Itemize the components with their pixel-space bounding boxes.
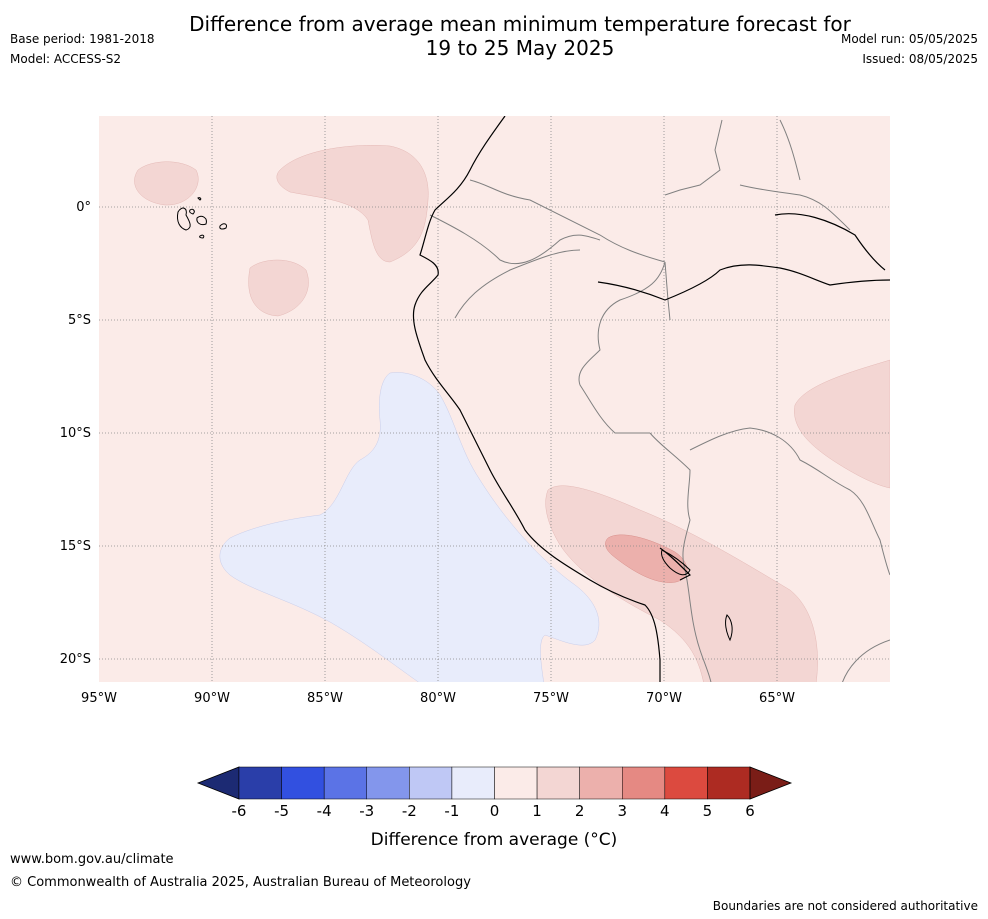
colorbar-tick-label: 0 (490, 802, 500, 820)
issued-date: Issued: 08/05/2025 (862, 52, 978, 66)
colorbar-bin (579, 766, 623, 800)
model-run: Model run: 05/05/2025 (840, 32, 978, 46)
colorbar-bin (451, 766, 495, 800)
colorbar-tick-label: 2 (575, 802, 585, 820)
colorbar-tick-label: -1 (444, 802, 459, 820)
colorbar-bin (622, 766, 666, 800)
colorbar-bin (281, 766, 325, 800)
meta-left: Base period: 1981-2018 Model: ACCESS-S2 (10, 31, 155, 71)
colorbar-tick-label: 1 (532, 802, 542, 820)
colorbar-bin (409, 766, 453, 800)
lat-label-0: 0° (76, 200, 91, 215)
lat-label-3: 15°S (60, 539, 91, 554)
colorbar-bin (238, 766, 282, 800)
footer-url: www.bom.gov.au/climate (10, 852, 174, 867)
meta-right: Model run: 05/05/2025 Issued: 08/05/2025 (841, 31, 978, 71)
footer-note: Boundaries are not considered authoritat… (712, 899, 978, 913)
country-borders (429, 119, 890, 682)
colorbar-bin (664, 766, 708, 800)
colorbar-tick-label: 5 (703, 802, 713, 820)
lon-label-4: 75°W (533, 691, 569, 706)
colorbar-tick-label: -2 (402, 802, 417, 820)
lon-label-6: 65°W (759, 691, 795, 706)
colorbar-bin (536, 766, 580, 800)
anomaly-region-galapagos (134, 161, 199, 206)
map-panel (99, 116, 890, 682)
graticule (99, 116, 890, 682)
colorbar-tick-label: 6 (745, 802, 755, 820)
anomaly-region-ocean-mid (248, 259, 309, 317)
colorbar-bin (707, 766, 751, 800)
lon-label-2: 85°W (307, 691, 343, 706)
anomaly-region-titicaca (605, 534, 688, 583)
colorbar-ticks: -6 -5 -4 -3 -2 -1 0 1 2 3 4 5 6 (232, 802, 755, 820)
anomaly-region-cool-ocean (219, 372, 600, 682)
lat-label-1: 5°S (68, 313, 91, 328)
lon-label-1: 90°W (194, 691, 230, 706)
colorbar: -6 -5 -4 -3 -2 -1 0 1 2 3 4 5 6 Difference from aver… (196, 766, 793, 850)
lake-titicaca (661, 549, 733, 642)
title-line-1: Difference from average mean minimum tem… (189, 12, 851, 36)
colorbar-bin (366, 766, 410, 800)
colorbar-tick-label: -6 (232, 802, 247, 820)
colorbar-bins (238, 766, 751, 800)
lat-label-4: 20°S (60, 652, 91, 667)
model-name: Model: ACCESS-S2 (10, 52, 122, 66)
colorbar-bin (323, 766, 367, 800)
colorbar-tick-label: -4 (317, 802, 332, 820)
lon-label-0: 95°W (81, 691, 117, 706)
map-title: Difference from average mean minimum tem… (100, 12, 940, 60)
colorbar-low-extend (196, 766, 240, 800)
colorbar-bin (494, 766, 538, 800)
galapagos-islands (177, 197, 227, 239)
colorbar-tick-label: 4 (660, 802, 670, 820)
latitude-labels: 0° 5°S 10°S 15°S 20°S (60, 200, 91, 667)
colorbar-tick-label: -3 (359, 802, 374, 820)
anomaly-region-ocean-north (276, 145, 429, 263)
anomaly-region-altiplano (545, 485, 818, 682)
title-line-2: 19 to 25 May 2025 (425, 36, 615, 60)
longitude-labels: 95°W 90°W 85°W 80°W 75°W 70°W 65°W (81, 691, 795, 706)
lon-label-3: 80°W (420, 691, 456, 706)
base-period: Base period: 1981-2018 (10, 32, 155, 46)
lon-label-5: 70°W (646, 691, 682, 706)
colorbar-label: Difference from average (°C) (371, 830, 618, 850)
colorbar-high-extend (749, 766, 793, 800)
footer-copyright: © Commonwealth of Australia 2025, Austra… (10, 875, 471, 890)
colorbar-tick-label: 3 (617, 802, 627, 820)
colorbar-tick-label: -5 (274, 802, 289, 820)
lat-label-2: 10°S (60, 426, 91, 441)
